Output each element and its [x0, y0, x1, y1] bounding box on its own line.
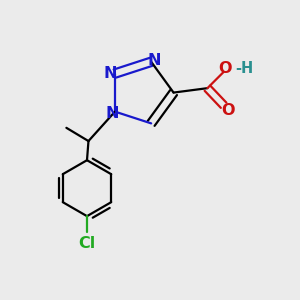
Text: O: O: [218, 61, 232, 76]
Text: Cl: Cl: [78, 236, 96, 251]
Text: N: N: [148, 53, 161, 68]
Text: -H: -H: [236, 61, 253, 76]
Text: N: N: [104, 66, 117, 81]
Text: N: N: [105, 106, 119, 122]
Text: O: O: [221, 103, 235, 118]
